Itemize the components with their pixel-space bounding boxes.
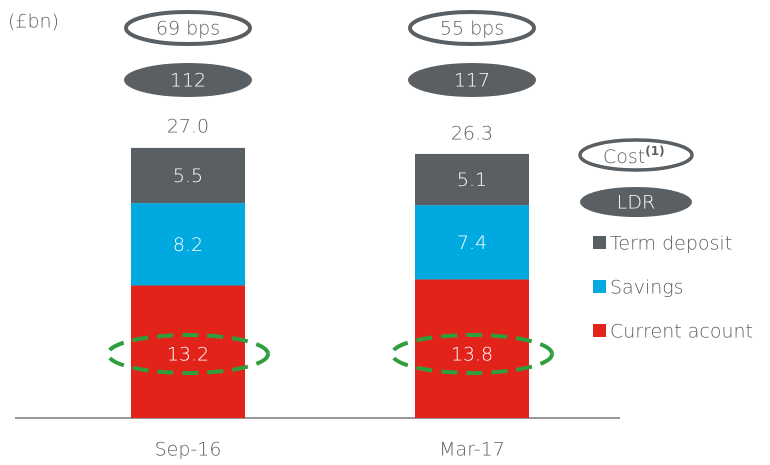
legend-label: Savings xyxy=(610,277,684,299)
bar-segment xyxy=(131,147,245,204)
ldr-label: 112 xyxy=(170,70,206,92)
cost-badge xyxy=(408,10,536,46)
data-label: 5.5 xyxy=(173,165,203,187)
legend-swatch xyxy=(593,324,606,337)
cost-legend-note: (1) xyxy=(645,144,664,158)
highlight-ring xyxy=(106,333,270,375)
bar-segment xyxy=(415,205,529,280)
bar-segment xyxy=(415,153,529,206)
ldr-badge xyxy=(408,63,536,97)
total-label: 26.3 xyxy=(451,122,493,144)
cost-label: 69 bps xyxy=(156,18,220,40)
legend-swatch xyxy=(593,236,606,249)
bar-segment xyxy=(415,279,529,418)
legend-label: Current acount xyxy=(610,321,753,343)
cost-badge xyxy=(124,10,252,46)
x-tick-label: Mar-17 xyxy=(439,439,505,461)
data-label: 8.2 xyxy=(173,234,203,256)
data-label: 5.1 xyxy=(457,169,487,191)
x-tick-label: Sep-16 xyxy=(155,439,222,461)
unit-label: (£bn) xyxy=(8,11,59,33)
data-label: 7.4 xyxy=(457,232,487,254)
legend-label: Term deposit xyxy=(610,233,732,255)
ldr-label: 117 xyxy=(454,70,490,92)
cost-label: 55 bps xyxy=(440,18,504,40)
ldr-legend-marker xyxy=(580,187,692,217)
data-label: 13.8 xyxy=(451,344,493,366)
cost-legend-marker xyxy=(578,138,694,172)
cost-legend-label: Cost(1) xyxy=(603,144,665,168)
cost-legend-text: Cost xyxy=(603,146,645,168)
data-label: 13.2 xyxy=(167,344,209,366)
legend-swatch xyxy=(593,280,606,293)
total-label: 27.0 xyxy=(167,115,209,137)
bar-segment xyxy=(131,203,245,286)
bar-segment xyxy=(131,285,245,418)
ldr-badge xyxy=(124,63,252,97)
highlight-ring xyxy=(390,333,554,375)
ldr-legend-label: LDR xyxy=(617,192,655,214)
